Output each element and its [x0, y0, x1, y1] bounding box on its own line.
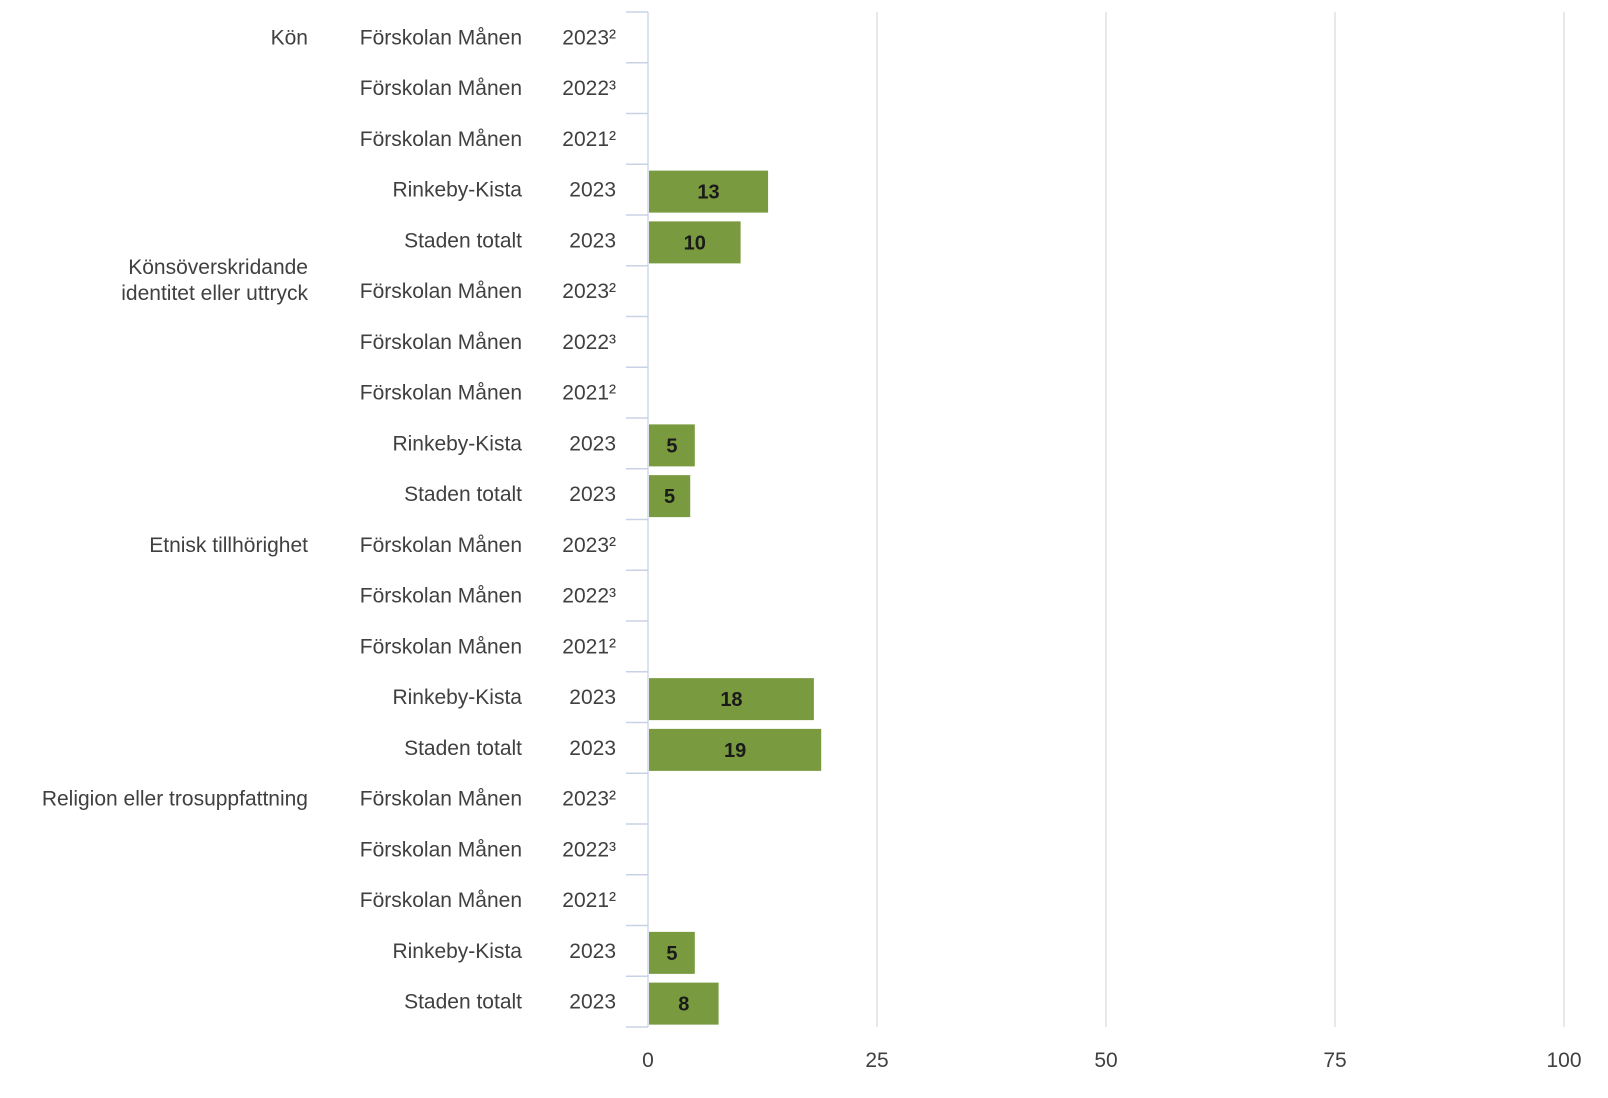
bar [649, 931, 695, 974]
data-label: 10 [684, 232, 706, 254]
unit-label: Förskolan Månen [360, 26, 522, 49]
bar [649, 170, 769, 213]
year-label: 2021² [562, 635, 616, 658]
category-labels: Förskolan Månen 2023² Kön Förskolan Månen 20… [42, 26, 616, 1013]
unit-label: Förskolan Månen [360, 534, 522, 557]
year-label: 2022³ [562, 585, 616, 608]
unit-label: Förskolan Månen [360, 585, 522, 608]
gridlines [876, 12, 1565, 1027]
group-label: Etnisk tillhörighet [149, 534, 308, 557]
year-label: 2021² [562, 382, 616, 405]
unit-label: Förskolan Månen [360, 838, 522, 861]
x-tick-label: 100 [1546, 1049, 1581, 1072]
bar [649, 221, 741, 264]
bar [649, 678, 814, 721]
x-tick-label: 50 [1094, 1049, 1117, 1072]
bar [649, 982, 719, 1025]
data-label: 18 [720, 689, 742, 711]
year-label: 2023 [569, 991, 616, 1014]
group-label: identitet eller uttryck [121, 282, 308, 305]
year-label: 2023 [569, 179, 616, 202]
unit-label: Förskolan Månen [360, 128, 522, 151]
data-label: 5 [666, 435, 677, 457]
data-label: 5 [664, 486, 675, 508]
data-label: 13 [697, 182, 719, 204]
group-label: Kön [271, 26, 308, 49]
data-label: 19 [724, 740, 746, 762]
year-label: 2023² [562, 788, 616, 811]
bar [649, 424, 695, 467]
unit-label: Förskolan Månen [360, 77, 522, 100]
bar [649, 475, 691, 518]
year-label: 2023 [569, 686, 616, 709]
unit-label: Rinkeby-Kista [392, 432, 522, 455]
year-label: 2022³ [562, 331, 616, 354]
unit-label: Staden totalt [404, 229, 522, 252]
unit-label: Rinkeby-Kista [392, 179, 522, 202]
year-label: 2023 [569, 432, 616, 455]
year-label: 2023² [562, 26, 616, 49]
unit-label: Förskolan Månen [360, 889, 522, 912]
unit-label: Staden totalt [404, 737, 522, 760]
year-label: 2022³ [562, 838, 616, 861]
year-label: 2023 [569, 483, 616, 506]
data-label: 5 [666, 943, 677, 965]
year-label: 2023 [569, 737, 616, 760]
year-label: 2021² [562, 889, 616, 912]
unit-label: Förskolan Månen [360, 635, 522, 658]
group-label: Religion eller trosuppfattning [42, 788, 308, 811]
data-label: 8 [678, 994, 689, 1016]
year-label: 2023² [562, 280, 616, 303]
unit-label: Förskolan Månen [360, 331, 522, 354]
year-label: 2022³ [562, 77, 616, 100]
unit-label: Förskolan Månen [360, 788, 522, 811]
x-tick-label: 25 [865, 1049, 888, 1072]
y-axis [626, 11, 649, 1028]
bars: 13 10 5 5 18 19 5 8 [649, 170, 822, 1025]
x-tick-label: 75 [1323, 1049, 1346, 1072]
year-label: 2021² [562, 128, 616, 151]
unit-label: Staden totalt [404, 991, 522, 1014]
unit-label: Förskolan Månen [360, 382, 522, 405]
year-label: 2023 [569, 229, 616, 252]
unit-label: Rinkeby-Kista [392, 686, 522, 709]
unit-label: Förskolan Månen [360, 280, 522, 303]
group-label: Könsöverskridande [128, 256, 308, 279]
x-tick-label: 0 [642, 1049, 654, 1072]
unit-label: Rinkeby-Kista [392, 940, 522, 963]
x-tick-labels: 0 25 50 75 100 [642, 1049, 1581, 1072]
year-label: 2023² [562, 534, 616, 557]
year-label: 2023 [569, 940, 616, 963]
bar [649, 728, 822, 771]
unit-label: Staden totalt [404, 483, 522, 506]
